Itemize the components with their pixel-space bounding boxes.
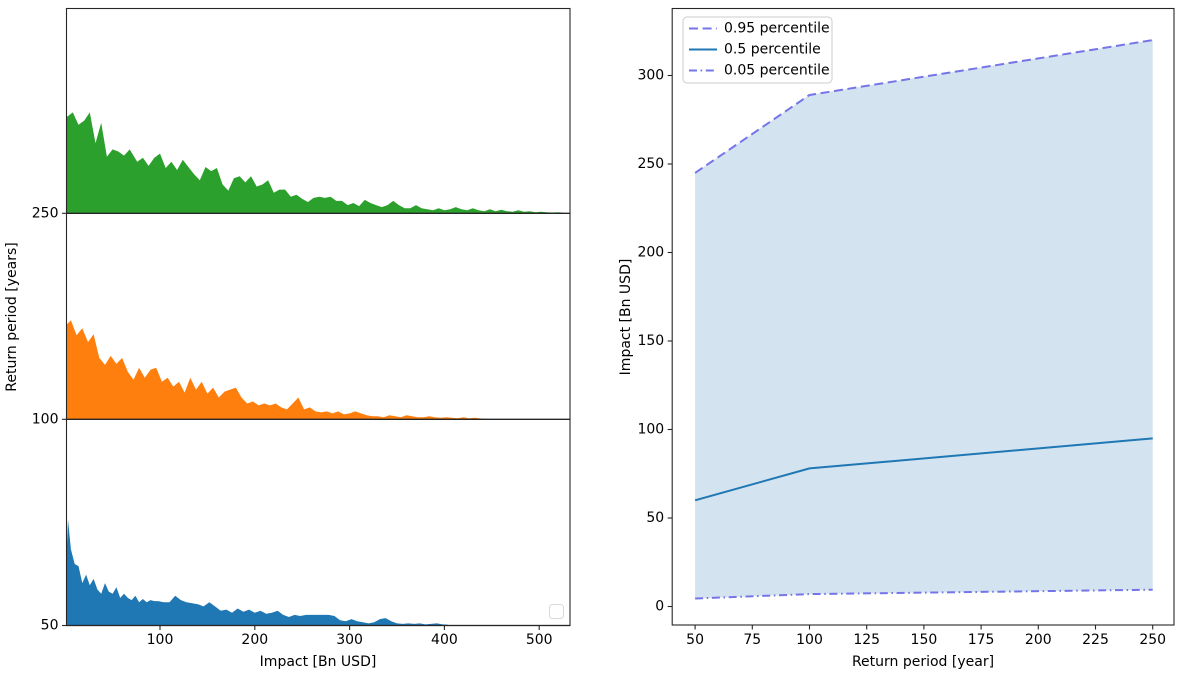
xtick-label: 125 (853, 632, 880, 648)
xtick-label: 200 (1025, 632, 1052, 648)
xtick-label: 250 (1139, 632, 1166, 648)
left-yaxis-label: Return period [years] (4, 242, 20, 391)
distribution-area-rp50 (66, 519, 449, 626)
ytick-label: 100 (32, 411, 59, 427)
percentile-band-area (695, 40, 1153, 599)
xtick-label: 400 (431, 632, 458, 648)
xtick-label: 50 (686, 632, 704, 648)
line-0.5-percentile (694, 437, 1153, 502)
ytick-label: 100 (637, 422, 664, 438)
xtick-label: 100 (147, 632, 174, 648)
xtick-label: 500 (526, 632, 553, 648)
distribution-area-rp100 (66, 320, 487, 420)
legend: 0.95 percentile 0.5 percentile 0.05 perc… (682, 16, 833, 84)
ytick-label: 250 (32, 205, 59, 221)
xtick-label: 150 (911, 632, 938, 648)
right-plot-frame (671, 7, 1175, 626)
xtick-label: 200 (241, 632, 268, 648)
right-xaxis-label: Return period [year] (852, 654, 994, 670)
legend-frame (682, 16, 833, 84)
ytick-label: 50 (646, 510, 664, 526)
xtick-label: 75 (743, 632, 761, 648)
left-plot-dynamic: 250 100 50 100 200 300 400 500 (32, 112, 570, 648)
distribution-area-rp250 (66, 112, 564, 214)
legend-label-p95: 0.95 percentile (724, 21, 830, 37)
right-yaxis-label: Impact [Bn USD] (618, 259, 634, 376)
right-plot: 50 75 100 125 150 175 200 225 250 0 50 100 150 200 250… (618, 7, 1175, 670)
left-xaxis-label: Impact [Bn USD] (260, 654, 377, 670)
ytick-label: 200 (637, 245, 664, 261)
xtick-label: 225 (1082, 632, 1109, 648)
xtick-label: 300 (336, 632, 363, 648)
empty-legend-box (549, 604, 564, 619)
line-0.95-percentile (694, 39, 1153, 174)
xtick-label: 100 (796, 632, 823, 648)
ytick-label: 150 (637, 333, 664, 349)
ytick-label: 250 (637, 156, 664, 172)
line-0.05-percentile (695, 588, 1153, 600)
ytick-label: 300 (637, 68, 664, 84)
xtick-label: 175 (968, 632, 995, 648)
legend-label-p05: 0.05 percentile (724, 63, 830, 79)
left-plot-frame (65, 7, 571, 627)
right-plot-dynamic: 50 75 100 125 150 175 200 225 250 0 50 100 150 200 250… (637, 39, 1166, 648)
ytick-label: 0 (655, 599, 664, 615)
ytick-label: 50 (41, 618, 59, 634)
legend-label-p50: 0.5 percentile (724, 42, 821, 58)
